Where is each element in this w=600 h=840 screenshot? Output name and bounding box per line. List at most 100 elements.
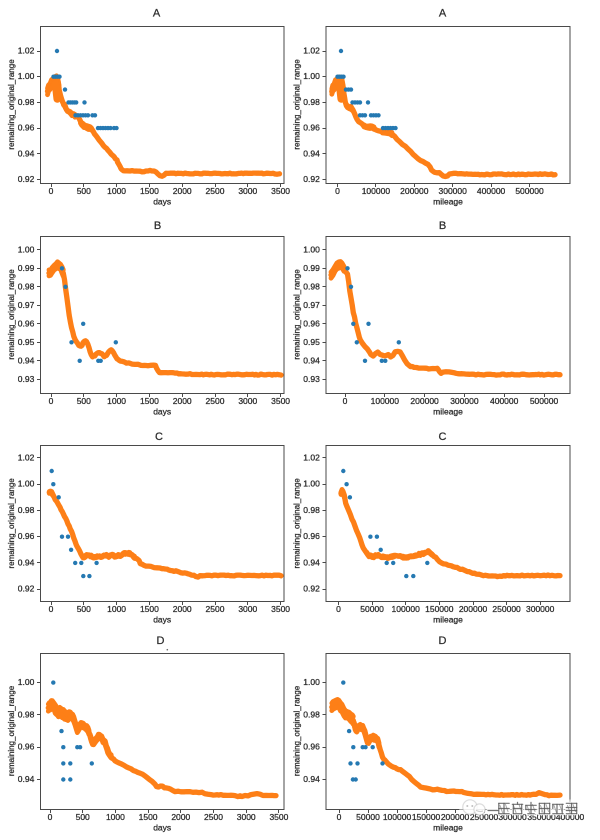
svg-text:300000: 300000	[526, 604, 555, 614]
svg-text:2000: 2000	[171, 812, 190, 822]
svg-text:0.97: 0.97	[303, 300, 320, 310]
svg-text:mileage: mileage	[433, 614, 463, 624]
svg-text:3000: 3000	[238, 186, 257, 196]
svg-text:300000: 300000	[450, 396, 479, 406]
svg-text:1.00: 1.00	[18, 479, 35, 489]
svg-text:0.98: 0.98	[303, 97, 320, 107]
svg-text:0.98: 0.98	[18, 281, 35, 291]
svg-text:500000: 500000	[515, 186, 544, 196]
svg-text:3500: 3500	[271, 396, 290, 406]
svg-text:0.94: 0.94	[303, 557, 320, 567]
svg-text:0.94: 0.94	[18, 557, 35, 567]
svg-text:0: 0	[49, 186, 54, 196]
svg-text:2000: 2000	[173, 186, 192, 196]
svg-text:mileage: mileage	[433, 822, 463, 832]
svg-text:500: 500	[77, 396, 91, 406]
svg-text:1500: 1500	[140, 604, 159, 614]
svg-text:0: 0	[48, 812, 53, 822]
svg-text:50000: 50000	[360, 604, 384, 614]
svg-text:100000: 100000	[371, 396, 400, 406]
svg-text:0: 0	[49, 396, 54, 406]
svg-text:1500: 1500	[139, 812, 158, 822]
svg-text:days: days	[153, 822, 171, 832]
svg-text:0.99: 0.99	[303, 263, 320, 273]
svg-text:250000: 250000	[470, 812, 499, 822]
svg-text:0.98: 0.98	[18, 505, 35, 515]
svg-text:0: 0	[335, 186, 340, 196]
svg-text:150000: 150000	[425, 604, 454, 614]
svg-text:2000: 2000	[173, 604, 192, 614]
svg-text:0.98: 0.98	[18, 97, 35, 107]
svg-text:0.93: 0.93	[303, 374, 320, 384]
svg-text:remaining_original_range: remaining_original_range	[292, 59, 301, 150]
svg-text:2000: 2000	[173, 396, 192, 406]
svg-text:0.94: 0.94	[18, 774, 35, 784]
svg-text:D: D	[439, 635, 447, 647]
svg-text:350000: 350000	[527, 812, 556, 822]
svg-text:400000: 400000	[490, 396, 519, 406]
svg-text:mileage: mileage	[433, 406, 463, 416]
svg-text:500000: 500000	[530, 396, 559, 406]
svg-text:A: A	[153, 8, 161, 20]
svg-text:0.98: 0.98	[303, 709, 320, 719]
svg-text:remaining_original_range: remaining_original_range	[7, 685, 16, 776]
svg-text:1000: 1000	[107, 186, 126, 196]
svg-text:0.98: 0.98	[303, 281, 320, 291]
svg-text:0: 0	[337, 812, 342, 822]
svg-text:250000: 250000	[492, 604, 521, 614]
svg-text:B: B	[154, 220, 161, 232]
svg-text:0.92: 0.92	[18, 174, 35, 184]
svg-text:0.99: 0.99	[18, 263, 35, 273]
svg-text:remaining_original_range: remaining_original_range	[292, 478, 301, 569]
svg-text:0.96: 0.96	[18, 318, 35, 328]
svg-text:0.98: 0.98	[303, 505, 320, 515]
svg-text:100000: 100000	[362, 186, 391, 196]
svg-text:500: 500	[77, 604, 91, 614]
svg-text:0: 0	[49, 604, 54, 614]
svg-text:3500: 3500	[269, 812, 288, 822]
svg-text:1.02: 1.02	[303, 46, 320, 56]
svg-text:500: 500	[76, 812, 90, 822]
svg-text:1.00: 1.00	[303, 71, 320, 81]
svg-text:500: 500	[77, 186, 91, 196]
svg-text:100000: 100000	[392, 604, 421, 614]
svg-text:0.96: 0.96	[18, 531, 35, 541]
svg-text:0: 0	[343, 396, 348, 406]
svg-text:days: days	[153, 614, 171, 624]
svg-text:3500: 3500	[271, 186, 290, 196]
svg-text:0.96: 0.96	[303, 742, 320, 752]
svg-text:1000: 1000	[106, 812, 125, 822]
svg-text:1.00: 1.00	[18, 244, 35, 254]
svg-text:1.02: 1.02	[18, 452, 35, 462]
svg-text:mileage: mileage	[433, 196, 463, 206]
svg-text:0: 0	[336, 604, 341, 614]
svg-text:0.92: 0.92	[303, 174, 320, 184]
svg-text:1.00: 1.00	[18, 677, 35, 687]
svg-text:50000: 50000	[356, 812, 380, 822]
svg-text:1500: 1500	[140, 396, 159, 406]
svg-text:0.94: 0.94	[18, 355, 35, 365]
svg-text:remaining_original_range: remaining_original_range	[7, 269, 16, 360]
svg-text:0.92: 0.92	[18, 584, 35, 594]
svg-text:0.96: 0.96	[303, 318, 320, 328]
svg-text:150000: 150000	[412, 812, 441, 822]
svg-text:1.02: 1.02	[303, 452, 320, 462]
svg-text:3500: 3500	[271, 604, 290, 614]
svg-text:200000: 200000	[410, 396, 439, 406]
svg-text:B: B	[439, 220, 446, 232]
svg-text:A: A	[439, 8, 447, 20]
svg-text:200000: 200000	[459, 604, 488, 614]
svg-text:2500: 2500	[206, 604, 225, 614]
svg-text:3000: 3000	[238, 396, 257, 406]
svg-text:2500: 2500	[206, 186, 225, 196]
svg-text:C: C	[439, 431, 447, 443]
svg-text:3000: 3000	[238, 604, 257, 614]
svg-text:0.94: 0.94	[303, 774, 320, 784]
svg-text:D: D	[157, 635, 165, 647]
svg-text:200000: 200000	[400, 186, 429, 196]
svg-text:0.94: 0.94	[303, 355, 320, 365]
svg-text:days: days	[153, 196, 171, 206]
svg-text:1.00: 1.00	[303, 479, 320, 489]
svg-text:2500: 2500	[206, 396, 225, 406]
svg-text:0.94: 0.94	[303, 148, 320, 158]
